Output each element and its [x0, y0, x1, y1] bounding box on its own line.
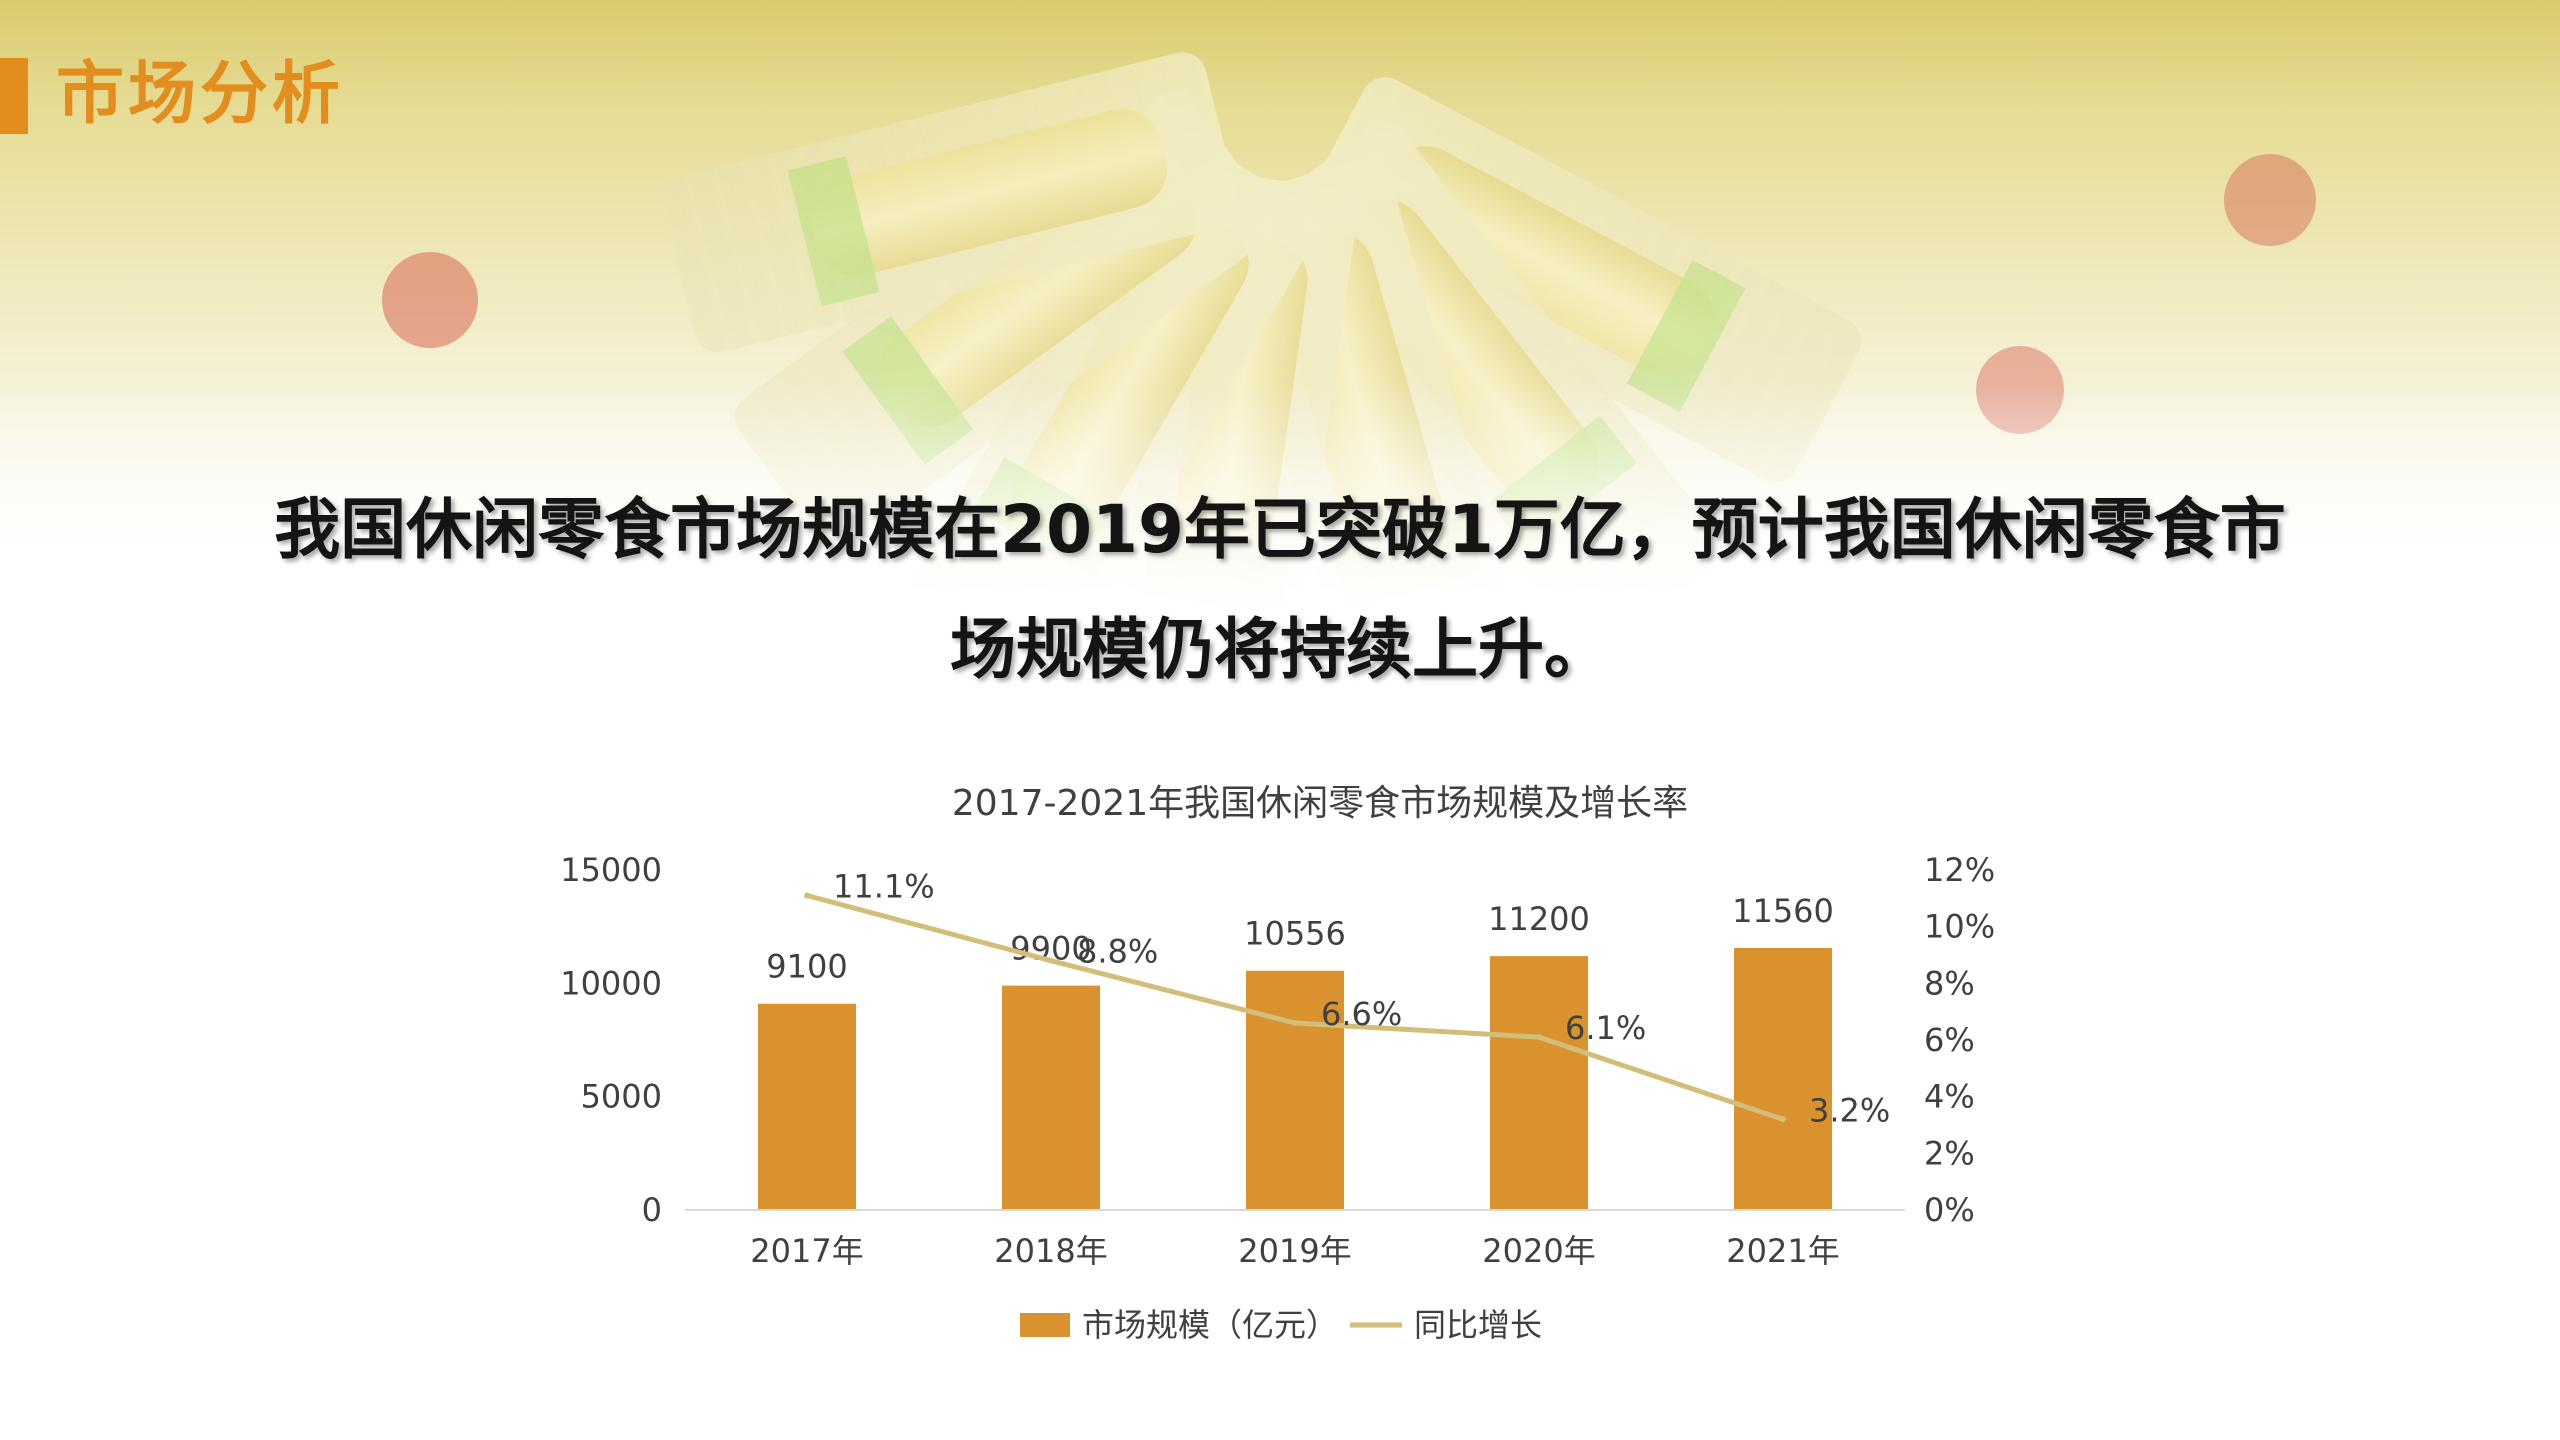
y-right-tick-label: 10%: [1924, 908, 1995, 946]
x-tick-label: 2020年: [1482, 1232, 1595, 1270]
x-tick-label: 2021年: [1726, 1232, 1839, 1270]
bar-data-label: 11560: [1732, 892, 1834, 930]
x-tick-label: 2018年: [994, 1232, 1107, 1270]
y-right-tick-label: 6%: [1924, 1021, 1975, 1059]
y-left-tick-label: 5000: [581, 1078, 662, 1116]
background-photo: [0, 0, 2560, 620]
legend: 市场规模（亿元） 同比增长: [1020, 1306, 1542, 1344]
growth-point: [1048, 957, 1054, 964]
line-data-label: 3.2%: [1809, 1091, 1890, 1129]
growth-point: [1536, 1034, 1542, 1041]
headline: 我国休闲零食市场规模在2019年已突破1万亿，预计我国休闲零食市 场规模仍将持续…: [130, 470, 2430, 710]
axis-layer: 0 5000 10000 15000 0% 2% 4% 6% 8% 10% 12% 2017年 2018…: [560, 851, 1995, 1270]
line-data-label: 11.1%: [833, 868, 935, 906]
legend-line-label: 同比增长: [1414, 1306, 1542, 1344]
y-right-tick-label: 8%: [1924, 964, 1975, 1002]
x-tick-label: 2019年: [1238, 1232, 1351, 1270]
y-left-tick-label: 15000: [560, 851, 662, 889]
line-layer: 11.1% 8.8% 6.6% 6.1% 3.2%: [804, 868, 1890, 1129]
legend-bar-swatch: [1020, 1313, 1070, 1337]
growth-point: [1292, 1020, 1298, 1026]
bar-data-label: 10556: [1244, 915, 1346, 953]
y-right-tick-label: 0%: [1924, 1191, 1975, 1229]
bar: [1490, 956, 1588, 1210]
bar: [1246, 970, 1344, 1210]
bar-data-label: 11200: [1488, 900, 1590, 938]
line-data-label: 6.6%: [1321, 995, 1402, 1033]
y-left-tick-label: 10000: [560, 964, 662, 1002]
bar: [1734, 947, 1832, 1210]
bar: [1002, 985, 1100, 1210]
line-data-label: 6.1%: [1565, 1009, 1646, 1047]
section-accent-bar: [0, 58, 28, 134]
headline-line-2: 场规模仍将持续上升。: [950, 611, 1610, 688]
growth-point: [804, 892, 810, 899]
y-right-tick-label: 4%: [1924, 1078, 1975, 1116]
growth-point: [1780, 1116, 1786, 1123]
y-right-tick-label: 12%: [1924, 851, 1995, 889]
bars-layer: 9100 9900 10556 11200 11560: [758, 892, 1834, 1210]
headline-line-1: 我国休闲零食市场规模在2019年已突破1万亿，预计我国休闲零食市: [274, 491, 2286, 568]
y-left-tick-label: 0: [642, 1191, 662, 1229]
background-fade: [0, 380, 2560, 620]
section-title: 市场分析: [56, 55, 345, 134]
chart-title: 2017-2021年我国休闲零食市场规模及增长率: [952, 783, 1688, 824]
line-data-label: 8.8%: [1077, 933, 1158, 971]
x-tick-label: 2017年: [750, 1232, 863, 1270]
y-right-tick-label: 2%: [1924, 1134, 1975, 1172]
bar-data-label: 9100: [766, 948, 847, 986]
bar: [758, 1003, 856, 1210]
legend-bar-label: 市场规模（亿元）: [1082, 1306, 1338, 1344]
